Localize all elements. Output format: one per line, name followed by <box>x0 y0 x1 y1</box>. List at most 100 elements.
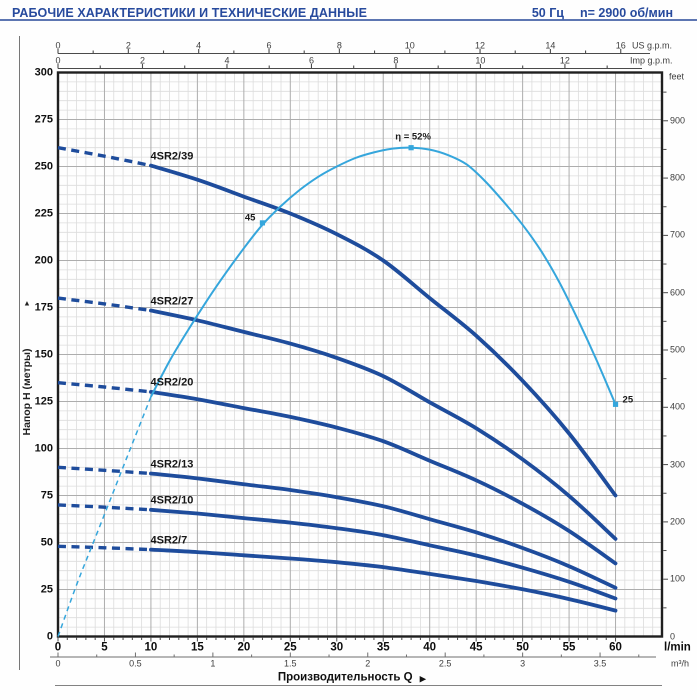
head-m-tick-label: 0 <box>46 630 53 642</box>
m3h-tick-label: 2.5 <box>438 658 452 668</box>
feet-tick-label: 200 <box>670 516 686 527</box>
pump-curve-4SR2/10 <box>149 507 618 601</box>
x-axis-title-group: Производительность Q ▶ <box>278 672 426 684</box>
us-gpm-tick-label: 4 <box>196 40 202 50</box>
feet-tick-label: 300 <box>670 459 686 470</box>
curve-label-4SR2/13: 4SR2/13 <box>150 458 194 470</box>
m3h-tick-label: 1 <box>210 658 216 668</box>
head-m-tick-label: 225 <box>34 207 53 219</box>
imp-gpm-tick-label: 8 <box>393 55 399 66</box>
head-m-tick-label: 25 <box>40 583 53 595</box>
feet-tick-label: 900 <box>670 115 686 126</box>
lmin-tick-label: 30 <box>330 640 344 653</box>
y-axis-title: Напор Н (метры) <box>20 348 33 436</box>
efficiency-curve-dashed <box>57 396 152 637</box>
curve-label-4SR2/7: 4SR2/7 <box>150 534 188 547</box>
head-m-tick-label: 175 <box>34 301 53 313</box>
page-edge-line <box>19 36 20 670</box>
lmin-tick-label: 50 <box>516 640 530 653</box>
efficiency-point-marker <box>612 401 619 407</box>
efficiency-point-marker <box>408 145 414 151</box>
us-gpm-tick-label: 0 <box>55 40 61 50</box>
lmin-tick-label: 0 <box>54 640 62 653</box>
efficiency-point-marker <box>259 220 266 226</box>
lmin-tick-label: 35 <box>376 640 390 653</box>
efficiency-annotation: 25 <box>622 394 634 406</box>
pump-curve-4SR2/39 <box>149 163 618 498</box>
right-arrow-icon: ▶ <box>419 672 427 683</box>
m3h-tick-label: 3.5 <box>593 658 607 668</box>
unit-us-gpm: US g.p.m. <box>632 40 673 50</box>
efficiency-annotation: 45 <box>244 212 256 224</box>
imp-gpm-tick-label: 0 <box>55 55 61 66</box>
unit-lmin: l/min <box>664 640 691 653</box>
efficiency-annotation: η = 52% <box>395 130 431 142</box>
header-specs: 50 Гц n= 2900 об/мин <box>532 6 673 20</box>
head-m-tick-label: 150 <box>34 348 53 360</box>
us-gpm-tick-label: 6 <box>266 40 272 50</box>
us-gpm-tick-label: 2 <box>125 40 131 50</box>
imp-gpm-tick-label: 6 <box>308 55 314 66</box>
feet-tick-label: 700 <box>670 229 686 240</box>
page-title: РАБОЧИЕ ХАРАКТЕРИСТИКИ И ТЕХНИЧЕСКИЕ ДАН… <box>12 6 368 20</box>
pump-curve-dashed-4SR2/20 <box>57 381 152 394</box>
unit-imp-gpm: Imp g.p.m. <box>630 55 673 66</box>
head-m-tick-label: 300 <box>34 66 53 78</box>
m3h-tick-label: 2 <box>365 658 371 668</box>
frequency-label: 50 Гц <box>531 6 564 20</box>
us-gpm-tick-label: 14 <box>545 40 556 50</box>
x-axis-underline <box>55 685 662 686</box>
pump-curve-dashed-4SR2/7 <box>57 544 151 552</box>
curve-label-4SR2/27: 4SR2/27 <box>150 295 194 307</box>
speed-label: n= 2900 об/мин <box>580 6 673 20</box>
imp-gpm-tick-label: 12 <box>559 55 570 66</box>
curve-label-4SR2/39: 4SR2/39 <box>150 150 194 163</box>
pump-curve-dashed-4SR2/27 <box>57 296 152 313</box>
head-m-tick-label: 250 <box>34 160 53 172</box>
head-m-tick-label: 275 <box>34 113 53 125</box>
feet-tick-label: 600 <box>670 287 686 298</box>
feet-tick-label: 400 <box>670 401 686 412</box>
lmin-tick-label: 60 <box>609 640 622 653</box>
pump-curve-4SR2/27 <box>149 308 618 541</box>
us-gpm-tick-label: 10 <box>404 40 415 50</box>
us-gpm-tick-label: 8 <box>336 40 342 50</box>
feet-tick-label: 800 <box>670 172 686 183</box>
pump-curve-4SR2/7 <box>149 547 618 613</box>
lmin-tick-label: 55 <box>562 640 576 653</box>
unit-m3h: m³/h <box>671 658 689 668</box>
x-axis-title: Производительность Q <box>277 671 413 684</box>
m3h-tick-label: 0.5 <box>129 658 142 668</box>
pump-curve-4SR2/13 <box>149 471 618 590</box>
us-gpm-tick-label: 12 <box>475 40 486 50</box>
lmin-tick-label: 20 <box>237 640 251 653</box>
unit-feet: feet <box>669 71 685 82</box>
head-m-tick-label: 100 <box>34 442 53 454</box>
up-arrow-icon: ▲ <box>23 298 31 308</box>
m3h-tick-label: 3 <box>520 658 526 668</box>
curve-label-4SR2/10: 4SR2/10 <box>150 494 194 507</box>
us-gpm-tick-label: 16 <box>615 40 626 50</box>
head-m-tick-label: 50 <box>40 536 53 548</box>
pump-curve-4SR2/20 <box>149 390 618 566</box>
m3h-tick-label: 0 <box>55 658 61 668</box>
lmin-tick-label: 5 <box>101 640 108 653</box>
header-divider <box>0 19 697 21</box>
feet-tick-label: 500 <box>670 344 686 355</box>
feet-tick-label: 100 <box>670 573 686 584</box>
lmin-tick-label: 25 <box>283 640 297 653</box>
lmin-tick-label: 40 <box>423 640 437 653</box>
feet-tick-label: 0 <box>670 631 676 641</box>
pump-curve-dashed-4SR2/10 <box>57 503 152 512</box>
imp-gpm-tick-label: 2 <box>139 55 145 66</box>
curve-label-4SR2/20: 4SR2/20 <box>150 376 194 389</box>
lmin-tick-label: 15 <box>190 640 204 653</box>
imp-gpm-tick-label: 4 <box>224 55 230 66</box>
pump-curve-dashed-4SR2/39 <box>57 146 152 168</box>
pump-curve-dashed-4SR2/13 <box>57 465 152 476</box>
efficiency-curve <box>150 146 617 405</box>
lmin-tick-label: 45 <box>469 640 483 653</box>
